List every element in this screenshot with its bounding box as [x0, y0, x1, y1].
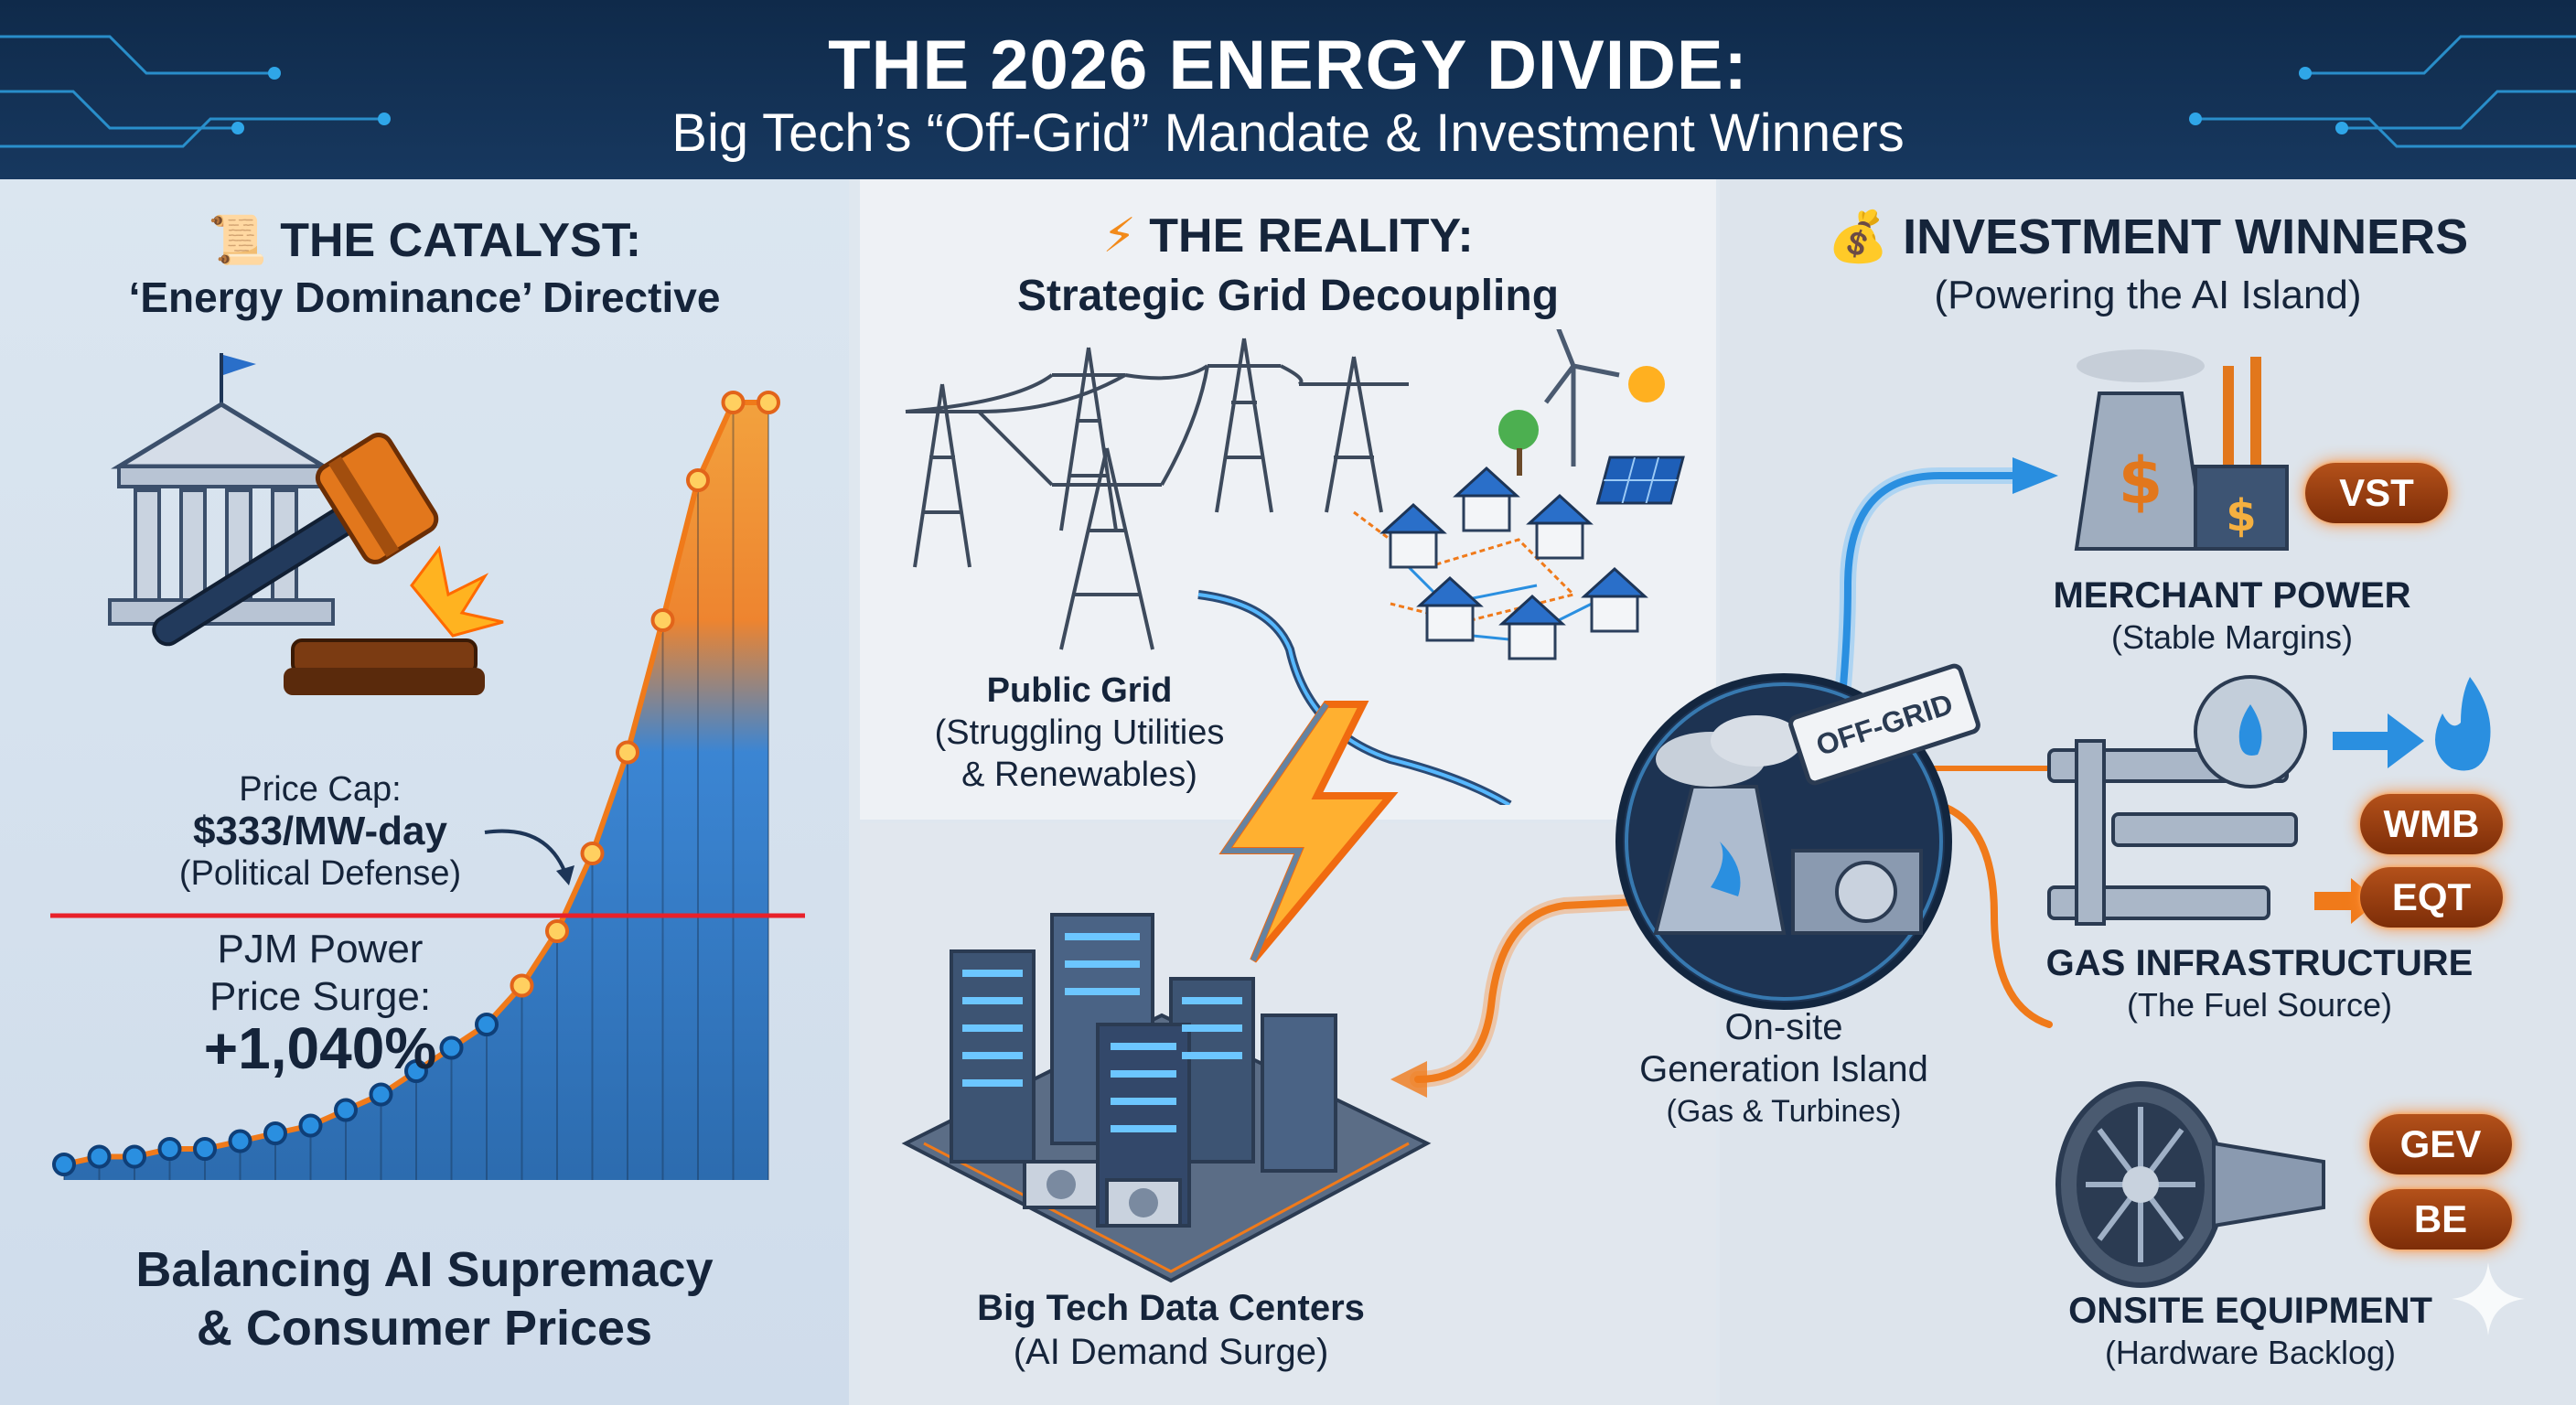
equipment-label: ONSITE EQUIPMENT (Hardware Backlog)	[1976, 1290, 2525, 1374]
ticker-wmb: WMB	[2360, 794, 2503, 854]
sparkle-icon	[2452, 1262, 2525, 1335]
catalyst-subtitle: ‘Energy Dominance’ Directive	[128, 273, 721, 321]
turbine-icon	[2055, 1081, 2325, 1288]
wind-turbine-icon	[1544, 329, 1620, 467]
surge-point	[87, 1144, 112, 1169]
ticker-vst: VST	[2305, 463, 2448, 523]
merchant-note: (Stable Margins)	[2110, 618, 2354, 656]
public-grid-label: Public Grid (Struggling Utilities & Rene…	[896, 670, 1262, 796]
surge-point	[545, 919, 569, 943]
surge-line1: PJM Power	[217, 927, 424, 971]
public-grid-title: Public Grid	[986, 671, 1173, 710]
money-bag-icon: 💰	[1827, 209, 1890, 264]
power-plant-icon: $ $	[2074, 349, 2289, 551]
merchant-label: MERCHANT POWER (Stable Margins)	[1976, 574, 2488, 659]
footer-line1: Balancing AI Supremacy	[135, 1242, 714, 1297]
surge-point	[439, 1035, 464, 1060]
public-grid-illustration	[905, 329, 1685, 805]
merchant-title: MERCHANT POWER	[2053, 575, 2411, 616]
svg-text:$: $	[2226, 490, 2256, 542]
svg-text:$: $	[2119, 444, 2163, 519]
surge-point	[650, 608, 675, 632]
footer-line2: & Consumer Prices	[196, 1301, 653, 1356]
surge-point	[123, 1144, 146, 1169]
surge-point	[404, 1059, 428, 1083]
gas-note: (The Fuel Source)	[2126, 986, 2393, 1024]
price-cap-value: $333/MW-day	[193, 809, 447, 853]
surge-point	[193, 1137, 217, 1161]
solar-panel-icon	[1595, 456, 1685, 505]
winners-title: INVESTMENT WINNERS	[1903, 209, 2469, 264]
tree-icon	[1498, 410, 1539, 450]
surge-point	[334, 1098, 358, 1122]
surge-point	[228, 1129, 252, 1153]
surge-line2: Price Surge:	[209, 974, 432, 1019]
surge-point	[52, 1153, 76, 1176]
surge-point	[157, 1137, 182, 1161]
price-cap-label: Price Cap: $333/MW-day (Political Defens…	[128, 768, 512, 895]
equipment-note: (Hardware Backlog)	[2104, 1334, 2397, 1371]
datacenter-title: Big Tech Data Centers	[977, 1288, 1365, 1328]
catalyst-title: THE CATALYST:	[280, 214, 642, 267]
surge-point	[475, 1013, 499, 1036]
reality-subtitle: Strategic Grid Decoupling	[1016, 272, 1560, 320]
reality-panel	[860, 179, 1716, 820]
arrow-icon	[484, 829, 574, 885]
price-surge-chart	[50, 391, 805, 1180]
surge-point	[369, 1082, 393, 1107]
scroll-icon: 📜	[207, 214, 267, 267]
datacenter-label: Big Tech Data Centers (AI Demand Surge)	[896, 1286, 1445, 1374]
page-subtitle: Big Tech’s “Off-Grid” Mandate & Investme…	[671, 103, 1905, 163]
surge-value: +1,040%	[203, 1015, 437, 1081]
public-grid-note1: (Struggling Utilities	[934, 713, 1225, 752]
surge-point	[298, 1113, 323, 1138]
winners-subtitle: (Powering the AI Island)	[1934, 273, 2362, 317]
gas-title: GAS INFRASTRUCTURE	[2045, 943, 2474, 983]
surge-point	[263, 1121, 287, 1145]
surge-point	[686, 468, 710, 492]
island-line1: On-site	[1724, 1007, 1843, 1047]
lightning-bolt-icon	[1218, 701, 1399, 963]
circuit-pattern	[0, 35, 2576, 148]
surge-point	[580, 842, 605, 865]
island-label: On-site Generation Island (Gas & Turbine…	[1573, 1006, 1994, 1132]
catalyst-footer: Balancing AI Supremacy & Consumer Prices	[0, 1240, 849, 1357]
surge-point	[757, 391, 780, 414]
public-grid-note2: & Renewables)	[961, 756, 1197, 794]
sun-icon	[1628, 366, 1665, 402]
house-icons	[1379, 466, 1648, 660]
island-line2: Generation Island	[1639, 1049, 1928, 1089]
surge-point	[616, 740, 639, 765]
ticker-be: BE	[2369, 1189, 2512, 1249]
header-banner	[0, 0, 2576, 179]
surge-point	[510, 973, 534, 998]
ticker-eqt: EQT	[2360, 867, 2503, 928]
data-center-illustration	[901, 913, 1432, 1283]
price-cap-note: (Political Defense)	[178, 854, 462, 893]
courthouse-gavel-icon	[108, 353, 504, 695]
ticker-gev: GEV	[2369, 1114, 2512, 1174]
gas-pipeline-icon	[2047, 675, 2491, 926]
datacenter-note: (AI Demand Surge)	[1013, 1332, 1329, 1372]
lightning-icon: ⚡	[1102, 209, 1136, 263]
equipment-title: ONSITE EQUIPMENT	[2068, 1291, 2432, 1331]
price-cap-line1: Price Cap:	[239, 770, 402, 809]
surge-point	[721, 391, 746, 414]
gas-label: GAS INFRASTRUCTURE (The Fuel Source)	[1976, 942, 2543, 1026]
page-title: THE 2026 ENERGY DIVIDE:	[828, 27, 1748, 104]
reality-title: THE REALITY:	[1149, 209, 1474, 263]
surge-area	[64, 402, 768, 1180]
surge-label: PJM Power Price Surge: +1,040%	[110, 926, 531, 1081]
island-note: (Gas & Turbines)	[1666, 1094, 1902, 1129]
